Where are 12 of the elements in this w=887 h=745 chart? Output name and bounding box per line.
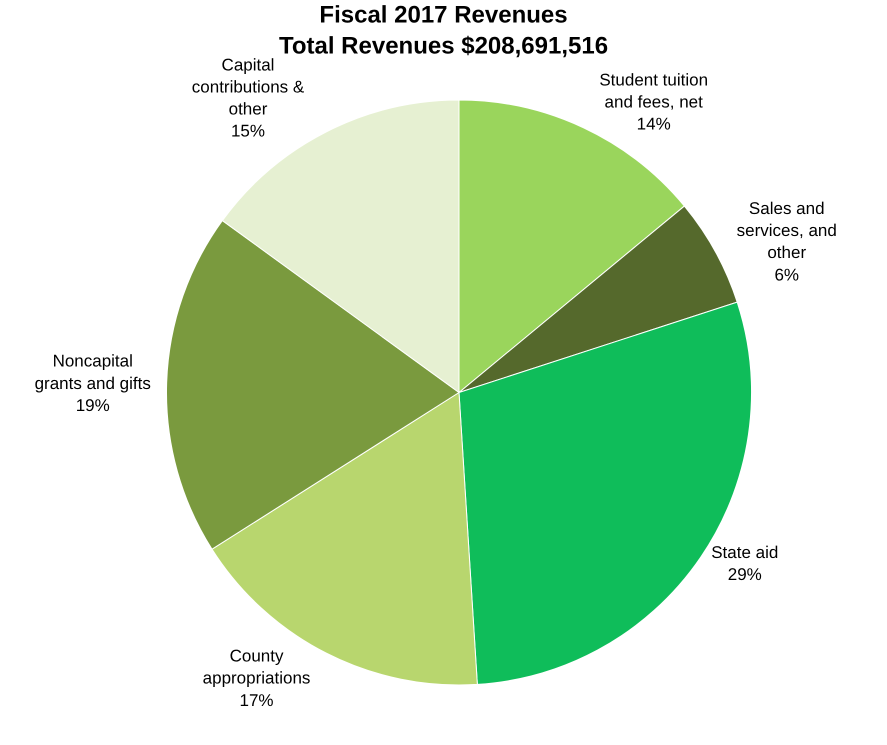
data-label: 29% [728,564,762,584]
slice-label: Noncapital grants and gifts [34,352,151,393]
slice-label: County appropriations [202,646,310,688]
data-label: 17% [240,690,274,710]
data-label: 14% [636,114,671,134]
slice-label: Student tuition and fees, net [599,70,708,112]
chart-title: Fiscal 2017 Revenues [319,1,568,28]
slice-label: Sales and services, and other [736,199,837,262]
slice-label: State aid [711,542,778,562]
data-label: 6% [774,265,800,284]
data-label: 15% [230,122,266,141]
data-label: 19% [76,396,110,415]
